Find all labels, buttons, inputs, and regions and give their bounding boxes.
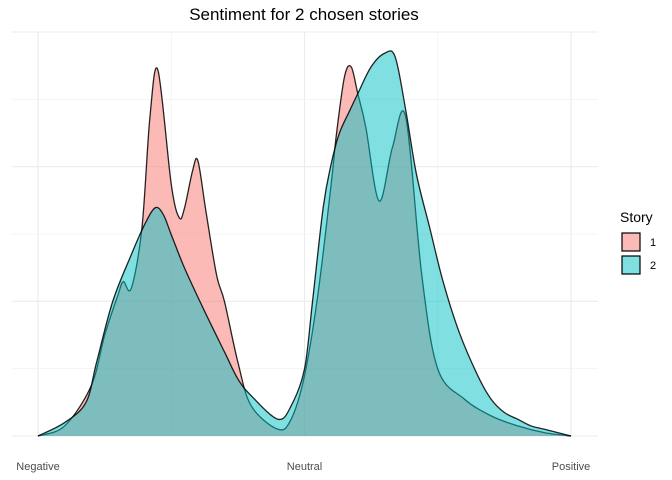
legend-label-story-1: 1 <box>650 237 656 249</box>
legend-key-story-2 <box>621 255 641 275</box>
legend-label-story-2: 2 <box>650 260 656 272</box>
legend-title: Story <box>620 209 653 225</box>
legend: Story 1 2 <box>620 209 656 275</box>
x-axis-ticks: Negative Neutral Positive <box>16 461 590 473</box>
density-areas <box>37 50 572 437</box>
x-tick-label: Neutral <box>287 461 322 473</box>
x-tick-label: Negative <box>16 461 59 473</box>
legend-key-story-1 <box>621 232 641 252</box>
density-line-story-2 <box>37 50 572 437</box>
x-tick-label: Positive <box>552 461 591 473</box>
chart-title: Sentiment for 2 chosen stories <box>189 5 419 24</box>
density-area-story-2 <box>38 50 571 436</box>
